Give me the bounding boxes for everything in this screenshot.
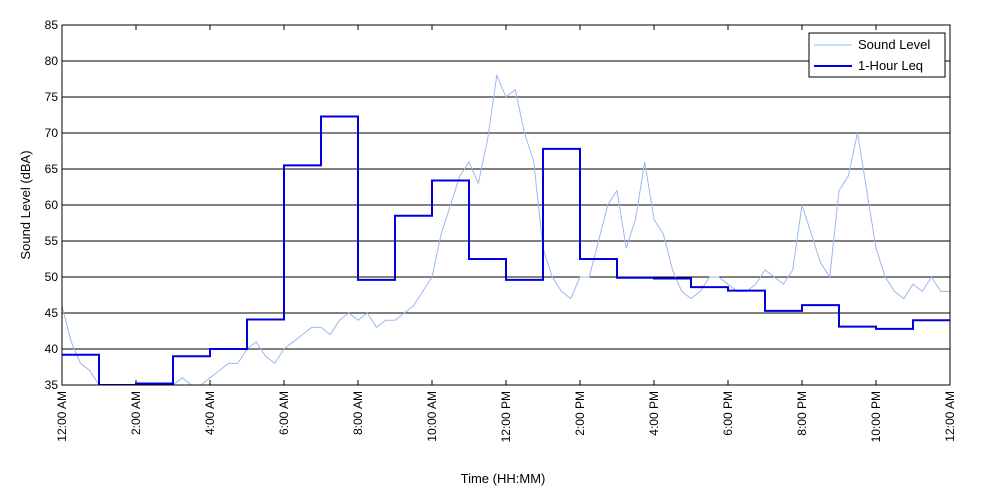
y-tick-label: 85 bbox=[45, 18, 59, 32]
y-tick-label: 40 bbox=[45, 342, 59, 356]
x-tick-label: 12:00 PM bbox=[499, 391, 513, 442]
x-tick-label: 4:00 PM bbox=[647, 391, 661, 436]
x-tick-label: 10:00 AM bbox=[425, 391, 439, 442]
x-tick-label: 6:00 PM bbox=[721, 391, 735, 436]
x-tick-label: 4:00 AM bbox=[203, 391, 217, 435]
x-tick-label: 8:00 PM bbox=[795, 391, 809, 436]
series-leq-step-line bbox=[62, 115, 950, 385]
x-axis-label: Time (HH:MM) bbox=[461, 471, 546, 486]
y-tick-label: 65 bbox=[45, 162, 59, 176]
y-tick-label: 45 bbox=[45, 306, 59, 320]
y-tick-label: 70 bbox=[45, 126, 59, 140]
series-layer bbox=[62, 73, 950, 385]
legend-box bbox=[808, 32, 946, 78]
x-tick-label: 10:00 PM bbox=[869, 391, 883, 442]
x-tick-label: 2:00 AM bbox=[129, 391, 143, 435]
y-tick-labels: 35 40 45 50 55 60 65 70 75 80 85 bbox=[45, 18, 59, 392]
y-tick-label: 50 bbox=[45, 270, 59, 284]
x-tick-label: 12:00 AM bbox=[55, 391, 69, 442]
plot-frame bbox=[61, 24, 951, 386]
y-tick-label: 60 bbox=[45, 198, 59, 212]
series-sound-level-line bbox=[62, 73, 950, 385]
y-axis-label: Sound Level (dBA) bbox=[18, 150, 33, 259]
y-tick-label: 75 bbox=[45, 90, 59, 104]
x-tick-label: 12:00 AM bbox=[943, 391, 957, 442]
x-tick-label: 2:00 PM bbox=[573, 391, 587, 436]
legend-label-leq: 1-Hour Leq bbox=[858, 58, 923, 73]
y-tick-label: 80 bbox=[45, 54, 59, 68]
y-tick-label: 35 bbox=[45, 378, 59, 392]
x-tick-label: 8:00 AM bbox=[351, 391, 365, 435]
y-tick-label: 55 bbox=[45, 234, 59, 248]
legend: Sound Level 1-Hour Leq bbox=[808, 32, 946, 78]
legend-label-sound-level: Sound Level bbox=[858, 37, 930, 52]
x-tick-labels: 12:00 AM 2:00 AM 4:00 AM 6:00 AM 8:00 AM 10:0… bbox=[55, 391, 957, 442]
x-tick-label: 6:00 AM bbox=[277, 391, 291, 435]
